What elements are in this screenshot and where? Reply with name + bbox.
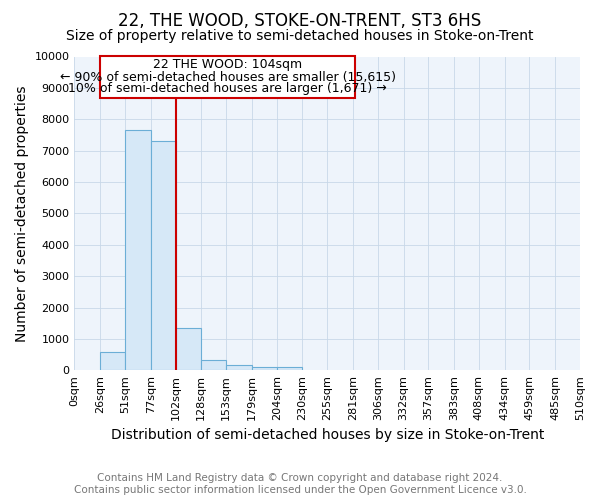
Bar xyxy=(277,367,302,370)
Y-axis label: Number of semi-detached properties: Number of semi-detached properties xyxy=(15,85,29,342)
Bar xyxy=(202,360,226,370)
Text: Size of property relative to semi-detached houses in Stoke-on-Trent: Size of property relative to semi-detach… xyxy=(66,29,534,43)
Text: 22 THE WOOD: 104sqm: 22 THE WOOD: 104sqm xyxy=(153,58,302,71)
Text: 10% of semi-detached houses are larger (1,671) →: 10% of semi-detached houses are larger (… xyxy=(68,82,387,95)
Text: ← 90% of semi-detached houses are smaller (15,615): ← 90% of semi-detached houses are smalle… xyxy=(59,70,395,84)
Bar xyxy=(252,367,277,370)
FancyBboxPatch shape xyxy=(100,56,355,98)
Bar xyxy=(226,366,252,370)
Bar xyxy=(125,130,151,370)
Bar xyxy=(100,352,125,370)
Bar xyxy=(151,141,176,370)
Text: 22, THE WOOD, STOKE-ON-TRENT, ST3 6HS: 22, THE WOOD, STOKE-ON-TRENT, ST3 6HS xyxy=(118,12,482,30)
X-axis label: Distribution of semi-detached houses by size in Stoke-on-Trent: Distribution of semi-detached houses by … xyxy=(110,428,544,442)
Bar xyxy=(176,328,202,370)
Text: Contains HM Land Registry data © Crown copyright and database right 2024.
Contai: Contains HM Land Registry data © Crown c… xyxy=(74,474,526,495)
